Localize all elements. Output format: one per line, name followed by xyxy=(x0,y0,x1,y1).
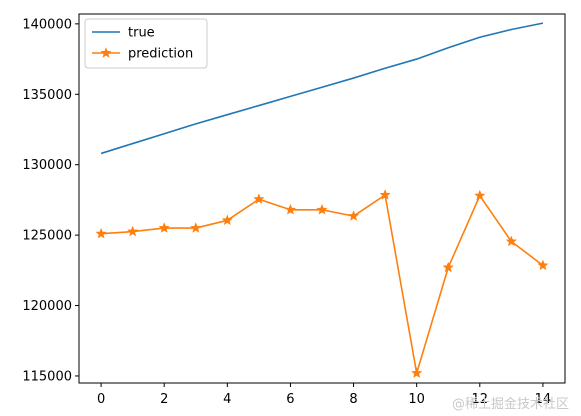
watermark-text: @稀土掘金技术社区 xyxy=(451,397,569,412)
y-tick-label: 140000 xyxy=(22,17,72,32)
data-point-prediction xyxy=(253,193,265,204)
x-tick-label: 0 xyxy=(97,392,105,407)
x-tick-label: 14 xyxy=(535,392,552,407)
legend-label-prediction: prediction xyxy=(128,47,193,62)
data-point-prediction xyxy=(158,222,170,233)
x-axis: 0 2 4 6 8 10 12 14 xyxy=(97,383,551,407)
data-point-prediction xyxy=(190,222,202,233)
y-tick-label: 130000 xyxy=(22,158,72,173)
x-tick-label: 2 xyxy=(160,392,168,407)
series-layer xyxy=(95,22,549,378)
data-point-prediction xyxy=(411,367,423,378)
data-point-prediction xyxy=(348,210,360,221)
legend: true prediction xyxy=(84,18,208,69)
series-line-prediction xyxy=(101,194,544,374)
plot-frame xyxy=(78,13,566,384)
data-point-prediction xyxy=(221,214,233,226)
data-point-prediction xyxy=(505,235,517,247)
x-tick-label: 4 xyxy=(223,392,231,407)
y-tick-label: 135000 xyxy=(22,88,72,103)
x-tick-label: 12 xyxy=(472,392,489,407)
series-line-true xyxy=(100,22,544,155)
data-point-prediction xyxy=(537,259,549,271)
legend-label-true: true xyxy=(128,26,155,41)
y-tick-label: 125000 xyxy=(22,229,72,244)
data-point-prediction xyxy=(442,261,454,273)
data-point-prediction xyxy=(379,189,391,200)
y-tick-label: 120000 xyxy=(22,299,72,314)
x-tick-label: 8 xyxy=(349,392,357,407)
data-point-prediction xyxy=(474,189,486,201)
data-point-prediction xyxy=(284,203,296,215)
legend-marker-prediction xyxy=(100,47,112,58)
y-axis: 115000 120000 125000 130000 135000 140000 xyxy=(22,17,79,384)
data-point-prediction xyxy=(316,203,328,215)
x-tick-label: 6 xyxy=(286,392,294,407)
data-point-prediction xyxy=(95,227,107,239)
x-tick-label: 10 xyxy=(408,392,425,407)
data-point-prediction xyxy=(127,225,139,237)
y-tick-label: 115000 xyxy=(22,369,72,384)
